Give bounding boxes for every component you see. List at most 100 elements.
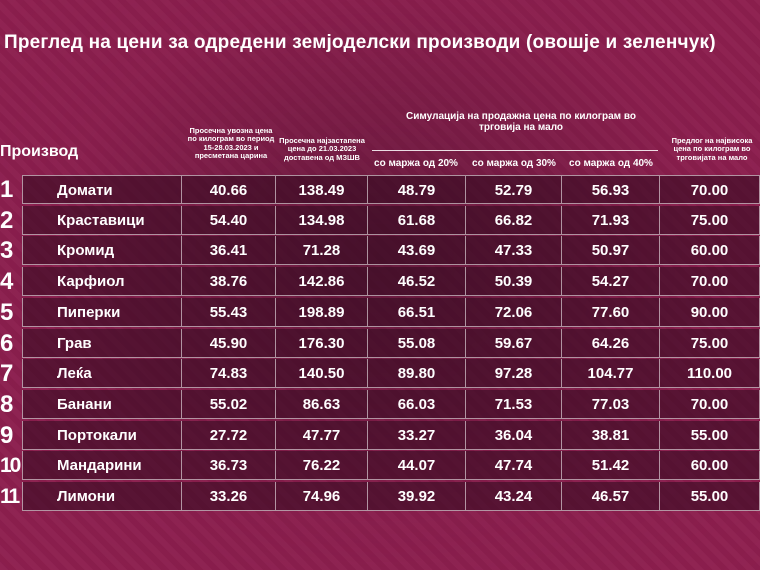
lowest-price-cell: 198.89	[276, 297, 368, 327]
row-number: 3	[0, 237, 14, 265]
header-product: Производ	[0, 143, 79, 160]
header-divider	[372, 150, 658, 151]
header-margin-20: со маржа од 20%	[374, 158, 458, 169]
margin-40-cell: 104.77	[562, 359, 660, 389]
proposal-cell: 70.00	[660, 389, 760, 419]
table-row: 11 Лимони 33.26 74.96 39.92 43.24 46.57 55.00	[0, 482, 760, 512]
margin-30-cell: 72.06	[466, 297, 562, 327]
proposal-cell: 70.00	[660, 267, 760, 297]
margin-20-cell: 43.69	[368, 236, 466, 266]
margin-20-cell: 89.80	[368, 359, 466, 389]
product-name-cell: Пиперки	[22, 297, 182, 327]
product-name-cell: Леќа	[22, 359, 182, 389]
table-row: 2 Краставици 54.40 134.98 61.68 66.82 71.93 75.…	[0, 205, 760, 236]
margin-20-cell: 46.52	[368, 267, 466, 297]
margin-20-cell: 39.92	[368, 482, 466, 511]
product-name-cell: Краставици	[22, 205, 182, 235]
product-name-cell: Портокали	[22, 420, 182, 450]
margin-30-cell: 47.33	[466, 236, 562, 266]
proposal-cell: 60.00	[660, 451, 760, 481]
import-price-cell: 38.76	[182, 267, 276, 297]
margin-40-cell: 71.93	[562, 205, 660, 235]
product-name-cell: Карфиол	[22, 267, 182, 297]
table-row: 3 Кромид 36.41 71.28 43.69 47.33 50.97 60.00	[0, 236, 760, 266]
table-row: 1 Домати 40.66 138.49 48.79 52.79 56.93 70.00	[0, 175, 760, 205]
margin-40-cell: 54.27	[562, 267, 660, 297]
margin-30-cell: 59.67	[466, 328, 562, 358]
row-number: 9	[0, 421, 14, 449]
margin-30-cell: 36.04	[466, 420, 562, 450]
header-simulation: Симулација на продажна цена по килограм …	[406, 111, 636, 133]
lowest-price-cell: 138.49	[276, 175, 368, 204]
import-price-cell: 74.83	[182, 359, 276, 389]
table-row: 8 Банани 55.02 86.63 66.03 71.53 77.03 70.00	[0, 389, 760, 420]
row-number: 1	[0, 176, 14, 203]
page-title: Преглед на цени за одредени земјоделски …	[4, 32, 716, 53]
proposal-cell: 55.00	[660, 482, 760, 511]
table-row: 9 Портокали 27.72 47.77 33.27 36.04 38.81 55.00	[0, 420, 760, 451]
lowest-price-cell: 71.28	[276, 236, 368, 266]
margin-40-cell: 51.42	[562, 451, 660, 481]
row-number: 6	[0, 329, 14, 357]
margin-40-cell: 77.03	[562, 389, 660, 419]
row-number: 7	[0, 360, 14, 388]
proposal-cell: 60.00	[660, 236, 760, 266]
proposal-cell: 70.00	[660, 175, 760, 204]
proposal-cell: 90.00	[660, 297, 760, 327]
margin-40-cell: 46.57	[562, 482, 660, 511]
lowest-price-cell: 74.96	[276, 482, 368, 511]
import-price-cell: 45.90	[182, 328, 276, 358]
header-proposal: Предлог на највисока цена по килограм во…	[671, 136, 753, 162]
margin-20-cell: 44.07	[368, 451, 466, 481]
margin-20-cell: 61.68	[368, 205, 466, 235]
import-price-cell: 36.73	[182, 451, 276, 481]
margin-30-cell: 52.79	[466, 175, 562, 204]
table-row: 5 Пиперки 55.43 198.89 66.51 72.06 77.60 90.00	[0, 297, 760, 328]
table-row: 4 Карфиол 38.76 142.86 46.52 50.39 54.27 70.00	[0, 267, 760, 297]
lowest-price-cell: 47.77	[276, 420, 368, 450]
import-price-cell: 33.26	[182, 482, 276, 511]
import-price-cell: 27.72	[182, 420, 276, 450]
lowest-price-cell: 176.30	[276, 328, 368, 358]
import-price-cell: 54.40	[182, 205, 276, 235]
margin-20-cell: 66.03	[368, 389, 466, 419]
margin-20-cell: 55.08	[368, 328, 466, 358]
margin-20-cell: 66.51	[368, 297, 466, 327]
table-row: 6 Грав 45.90 176.30 55.08 59.67 64.26 75.00	[0, 328, 760, 359]
margin-30-cell: 66.82	[466, 205, 562, 235]
lowest-price-cell: 142.86	[276, 267, 368, 297]
proposal-cell: 55.00	[660, 420, 760, 450]
margin-20-cell: 33.27	[368, 420, 466, 450]
product-name-cell: Мандарини	[22, 451, 182, 481]
margin-40-cell: 38.81	[562, 420, 660, 450]
proposal-cell: 75.00	[660, 328, 760, 358]
table-row: 7 Леќа 74.83 140.50 89.80 97.28 104.77 110.00	[0, 359, 760, 389]
product-name-cell: Грав	[22, 328, 182, 358]
row-number: 2	[0, 206, 14, 234]
margin-30-cell: 47.74	[466, 451, 562, 481]
margin-20-cell: 48.79	[368, 175, 466, 204]
margin-40-cell: 64.26	[562, 328, 660, 358]
lowest-price-cell: 76.22	[276, 451, 368, 481]
table-row: 10 Мандарини 36.73 76.22 44.07 47.74 51.42 60.0…	[0, 451, 760, 481]
row-number: 4	[0, 268, 14, 296]
product-name-cell: Кромид	[22, 236, 182, 266]
margin-40-cell: 50.97	[562, 236, 660, 266]
header-margin-30: со маржа од 30%	[472, 158, 556, 169]
row-number: 5	[0, 298, 14, 326]
import-price-cell: 55.02	[182, 389, 276, 419]
product-name-cell: Домати	[22, 175, 182, 204]
import-price-cell: 36.41	[182, 236, 276, 266]
header-margin-40: со маржа од 40%	[569, 158, 653, 169]
margin-40-cell: 56.93	[562, 175, 660, 204]
header-lowest-price: Просечна најзастапена цена до 21.03.2023…	[279, 136, 365, 162]
margin-40-cell: 77.60	[562, 297, 660, 327]
margin-30-cell: 97.28	[466, 359, 562, 389]
margin-30-cell: 43.24	[466, 482, 562, 511]
row-number: 11	[0, 485, 20, 508]
lowest-price-cell: 134.98	[276, 205, 368, 235]
import-price-cell: 55.43	[182, 297, 276, 327]
row-number: 10	[0, 454, 21, 478]
product-name-cell: Банани	[22, 389, 182, 419]
header-import-price: Просечна увозна цена по килограм во пери…	[187, 126, 275, 160]
